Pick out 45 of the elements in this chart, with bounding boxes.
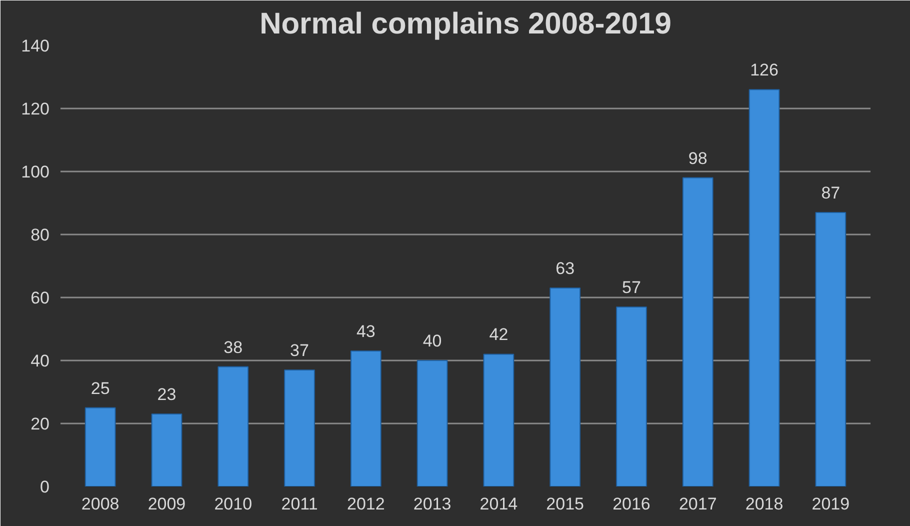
x-tick-label: 2017 bbox=[678, 494, 717, 514]
bar bbox=[218, 366, 249, 486]
data-label: 98 bbox=[688, 148, 708, 168]
data-label: 25 bbox=[90, 378, 110, 398]
x-tick-label: 2019 bbox=[812, 494, 850, 514]
x-tick-label: 2016 bbox=[612, 494, 650, 514]
chart-title: Normal complains 2008-2019 bbox=[260, 8, 672, 40]
y-tick-label: 20 bbox=[30, 414, 50, 434]
bar bbox=[748, 89, 780, 486]
bar bbox=[483, 354, 514, 486]
x-tick-label: 2008 bbox=[81, 494, 120, 514]
data-label: 42 bbox=[489, 325, 508, 344]
x-tick-label: 2018 bbox=[745, 494, 784, 514]
y-tick-label: 120 bbox=[21, 100, 50, 118]
x-tick-label: 2011 bbox=[281, 494, 318, 514]
data-label: 38 bbox=[224, 338, 243, 357]
x-tick-label: 2012 bbox=[347, 494, 385, 514]
data-label: 57 bbox=[622, 278, 641, 297]
bar bbox=[682, 177, 714, 486]
x-tick-label: 2015 bbox=[546, 494, 584, 514]
data-label: 87 bbox=[821, 183, 840, 202]
y-tick-label: 140 bbox=[21, 36, 50, 56]
x-tick-label: 2013 bbox=[413, 494, 452, 514]
data-label: 43 bbox=[356, 322, 376, 342]
bar bbox=[815, 212, 846, 486]
data-label: 23 bbox=[157, 385, 176, 404]
bar bbox=[550, 288, 581, 486]
data-label: 63 bbox=[556, 259, 575, 278]
y-tick-label: 60 bbox=[30, 288, 50, 308]
y-tick-label: 100 bbox=[21, 162, 50, 182]
bar bbox=[416, 360, 448, 486]
bar bbox=[616, 306, 647, 486]
bar bbox=[84, 407, 116, 486]
bar bbox=[350, 350, 382, 486]
x-tick-label: 2009 bbox=[148, 494, 186, 514]
y-tick-label: 80 bbox=[30, 226, 50, 244]
data-label: 126 bbox=[750, 60, 778, 80]
bar bbox=[284, 369, 315, 486]
data-label: 37 bbox=[290, 340, 309, 360]
y-tick-label: 0 bbox=[40, 478, 50, 496]
y-tick-label: 40 bbox=[30, 352, 50, 370]
x-tick-label: 2014 bbox=[480, 494, 518, 514]
bar bbox=[151, 414, 182, 486]
data-label: 40 bbox=[422, 332, 442, 350]
x-tick-label: 2010 bbox=[214, 494, 252, 514]
